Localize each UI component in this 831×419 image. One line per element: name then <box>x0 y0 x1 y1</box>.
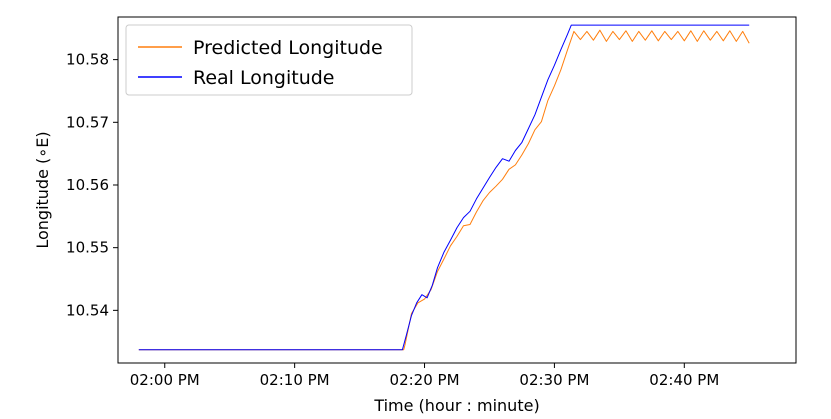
predicted-longitude-line <box>138 29 750 351</box>
y-tick-label: 10.54 <box>66 301 109 319</box>
x-tick-label: 02:00 PM <box>130 371 200 389</box>
x-tick-label: 02:20 PM <box>390 371 460 389</box>
x-tick-label: 02:10 PM <box>260 371 330 389</box>
x-tick-label: 02:30 PM <box>519 371 589 389</box>
legend: Predicted Longitude Real Longitude <box>125 24 413 96</box>
x-axis-title: Time (hour : minute) <box>373 396 539 415</box>
legend-box <box>125 24 413 96</box>
y-tick-label: 10.57 <box>66 113 109 131</box>
y-axis-ticks: 10.54 10.55 10.56 10.57 10.58 <box>66 51 118 319</box>
legend-label-predicted: Predicted Longitude <box>193 37 383 59</box>
y-tick-label: 10.58 <box>66 51 109 69</box>
y-tick-label: 10.56 <box>66 176 109 194</box>
y-tick-label: 10.55 <box>66 239 109 257</box>
real-longitude-line <box>138 24 750 351</box>
legend-label-real: Real Longitude <box>193 67 335 89</box>
series-layer <box>138 24 750 351</box>
x-tick-label: 02:40 PM <box>649 371 719 389</box>
x-axis-ticks: 02:00 PM 02:10 PM 02:20 PM 02:30 PM 02:40 PM <box>130 363 719 389</box>
y-axis-title: Longitude (∘E) <box>33 131 52 248</box>
